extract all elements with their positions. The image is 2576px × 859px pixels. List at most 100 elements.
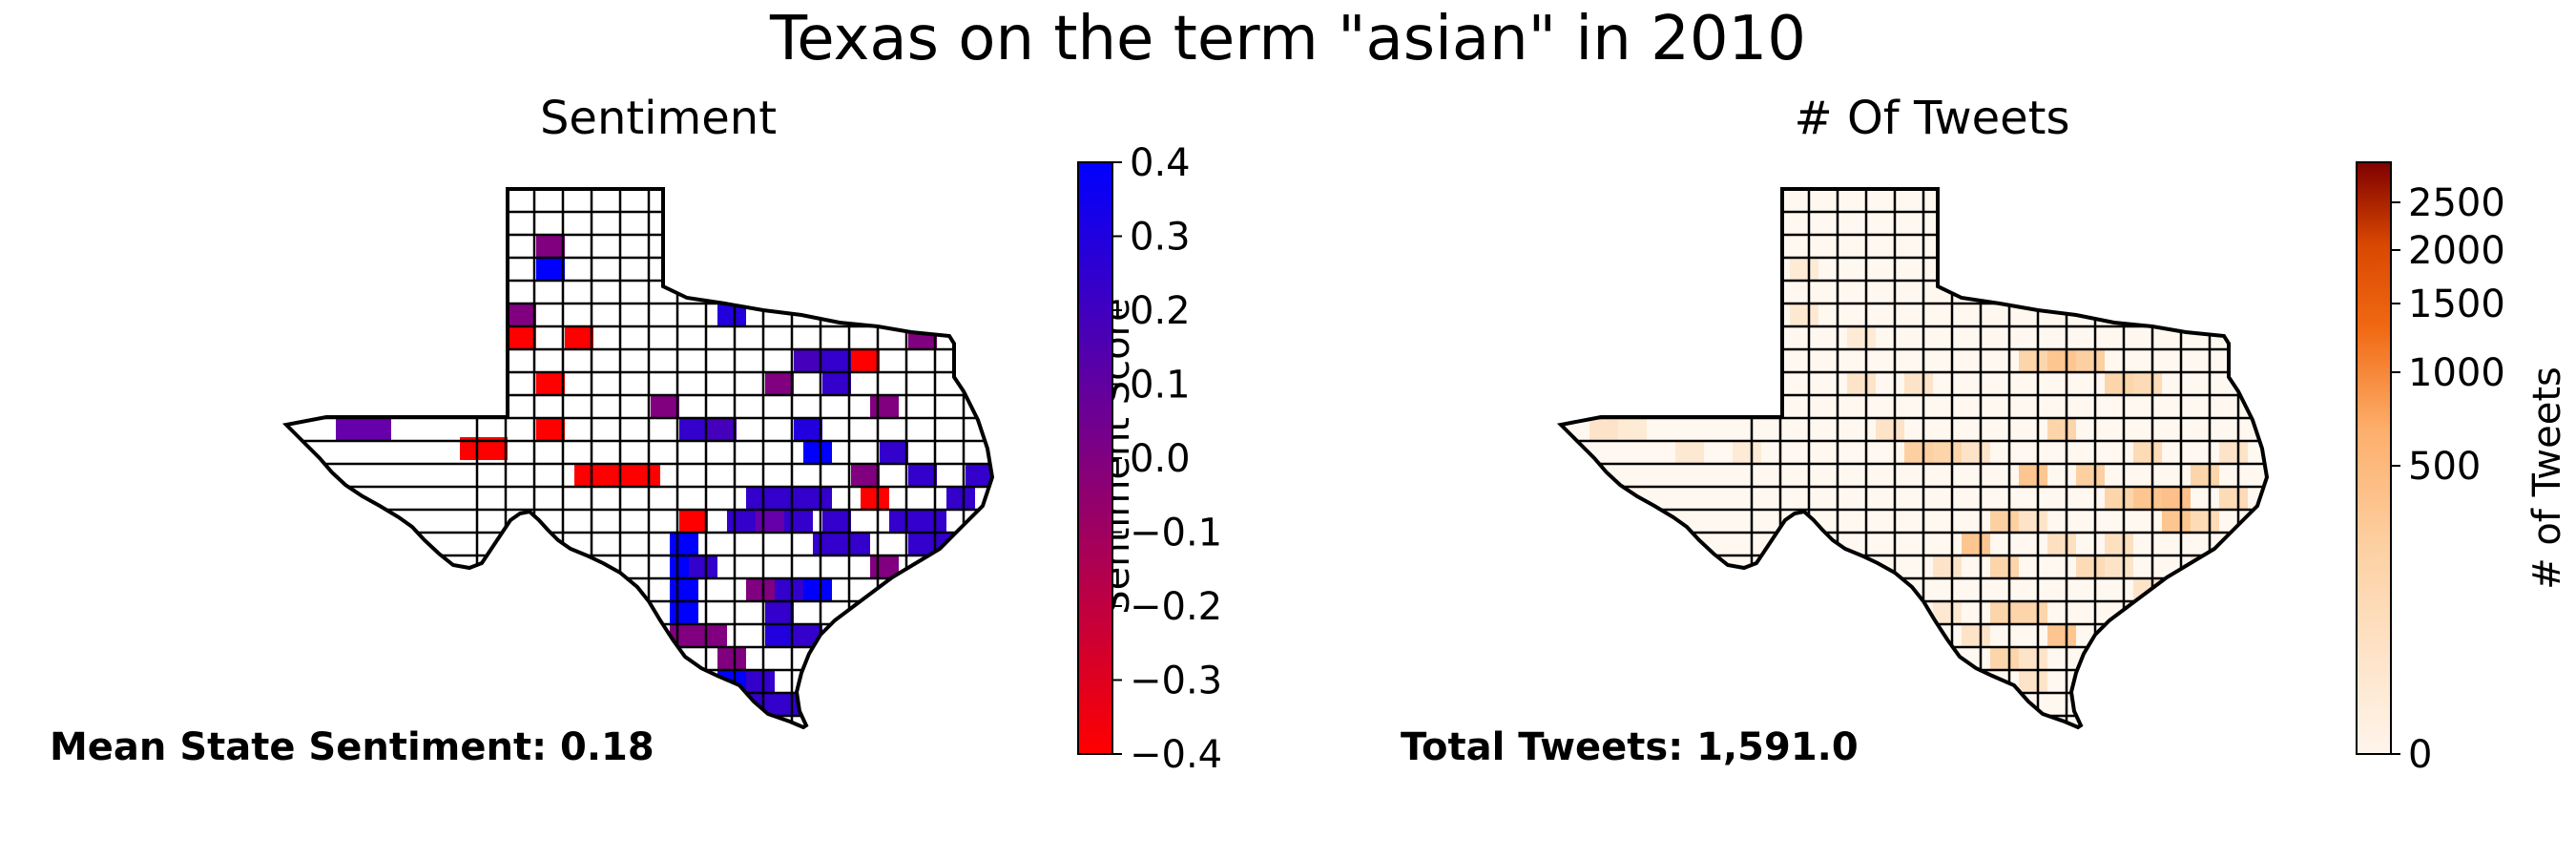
figure-title: Texas on the term "asian" in 2010: [770, 4, 1806, 74]
tweets-county-fill: [1847, 326, 1876, 349]
tweets-county-fill: [1589, 418, 1618, 441]
sentiment-county-fill: [363, 418, 391, 441]
tweets-county-fill: [2133, 441, 2162, 464]
sentiment-county-fill: [822, 372, 851, 395]
tweets-county-fill: [2019, 349, 2047, 372]
tweets-county-fill: [2105, 372, 2133, 395]
mean-sentiment-label: Mean State Sentiment: 0.18: [50, 725, 654, 769]
tweets-colorbar-tick-label: 500: [2408, 445, 2481, 489]
sentiment-county-fill: [670, 578, 698, 601]
sentiment-colorbar: 0.4 0.3 0.2 0.1 0.0 −0.1 −0.2 −0.3 −0.4: [1077, 141, 1222, 777]
tweets-county-fill: [1990, 601, 2019, 624]
tweets-colorbar-tick-label: 2500: [2408, 181, 2505, 225]
texas-outline-right: [1556, 187, 2270, 730]
tweets-county-fill: [1962, 533, 1990, 555]
sentiment-county-fill: [698, 624, 727, 647]
sentiment-county-fill: [908, 326, 937, 349]
sentiment-county-fill: [765, 601, 794, 624]
sentiment-colorbar-tick-label: −0.3: [1130, 660, 1222, 703]
sentiment-county-fill: [775, 487, 803, 510]
tweets-county-fill: [2019, 670, 2047, 693]
sentiment-map: [281, 187, 995, 730]
total-tweets-label: Total Tweets: 1,591.0: [1401, 725, 1859, 769]
sentiment-county-fill: [336, 418, 364, 441]
tweets-county-fill: [2191, 510, 2219, 533]
tweets-county-fill: [2105, 533, 2133, 555]
tweets-county-fill: [1962, 624, 1990, 647]
tweets-county-fill: [1933, 555, 1962, 578]
sentiment-colorbar-tick-label: 0.0: [1130, 437, 1191, 481]
tweets-county-fill: [2047, 533, 2076, 555]
tweets-county-fill: [2019, 647, 2047, 670]
sentiment-county-fill: [689, 555, 717, 578]
sentiment-county-fill: [822, 510, 851, 533]
sentiment-county-fill: [851, 464, 880, 487]
sentiment-colorbar-tick-label: 0.4: [1130, 141, 1191, 185]
tweets-colorbar-tick-label: 1500: [2408, 283, 2505, 326]
sentiment-county-fill: [966, 464, 992, 487]
sentiment-county-fill: [756, 510, 784, 533]
tweets-county-fill: [2076, 464, 2105, 487]
sentiment-county-fill: [632, 464, 660, 487]
texas-outline-left: [281, 187, 995, 730]
tweets-county-fill: [1847, 372, 1876, 395]
sentiment-county-fill: [574, 464, 603, 487]
tweets-county-fill: [1904, 372, 1933, 395]
tweets-county-fill: [1790, 304, 1818, 326]
tweets-colorbar-bar: [2356, 161, 2392, 755]
sentiment-county-fill: [536, 418, 565, 441]
sentiment-colorbar-tick-label: 0.1: [1130, 364, 1191, 408]
sentiment-county-fill: [746, 578, 775, 601]
sentiment-county-fill: [708, 418, 737, 441]
sentiment-colorbar-tick-label: −0.4: [1130, 733, 1222, 777]
sentiment-county-fill: [651, 395, 679, 418]
sentiment-panel-title: Sentiment: [539, 92, 778, 145]
sentiment-county-fill: [889, 510, 918, 533]
tweets-county-fill: [2019, 601, 2047, 624]
tweets-colorbar-tick-label: 0: [2408, 733, 2432, 777]
tweets-county-fill: [2076, 349, 2105, 372]
tweets-county-fill: [2105, 487, 2133, 510]
sentiment-county-fill: [880, 441, 908, 464]
sentiment-county-fill: [603, 464, 632, 487]
sentiment-county-fill: [918, 510, 946, 533]
tweets-county-fills: [1561, 189, 2267, 727]
tweets-county-fill: [2019, 510, 2047, 533]
sentiment-county-fill: [508, 304, 536, 326]
sentiment-county-fill: [870, 395, 899, 418]
tweets-county-fill: [2047, 349, 2076, 372]
sentiment-county-fill: [670, 533, 698, 555]
tweets-county-fill: [1618, 418, 1647, 441]
tweets-map: [1556, 187, 2270, 730]
sentiment-county-fill: [813, 533, 841, 555]
tweets-county-fill: [2133, 372, 2162, 395]
sentiment-county-fill: [794, 418, 822, 441]
tweets-county-fill: [2162, 510, 2191, 533]
tweets-county-fill: [2076, 555, 2105, 578]
tweets-county-fill: [2105, 555, 2133, 578]
tweets-colorbar-tick-label: 2000: [2408, 229, 2505, 273]
sentiment-county-fill: [508, 326, 536, 349]
sentiment-county-fill: [765, 372, 794, 395]
tweets-colorbar-tick-label: 1000: [2408, 351, 2505, 395]
tweets-county-fill: [1733, 441, 1761, 464]
sentiment-county-fill: [946, 487, 975, 510]
sentiment-county-fill: [536, 258, 565, 281]
sentiment-county-fill: [803, 487, 832, 510]
tweets-county-fill: [1990, 647, 2019, 670]
sentiment-colorbar-tick-label: 0.3: [1130, 216, 1191, 260]
sentiment-colorbar-tick-label: −0.2: [1130, 585, 1222, 629]
sentiment-colorbar-tick-label: 0.2: [1130, 289, 1191, 333]
sentiment-county-fill: [679, 418, 708, 441]
tweets-county-fill: [2191, 464, 2219, 487]
tweets-county-fill: [1990, 693, 2019, 716]
tweets-county-fill: [2019, 464, 2047, 487]
sentiment-county-fill: [794, 349, 822, 372]
sentiment-county-fill: [803, 441, 832, 464]
tweets-county-fill: [1675, 441, 1704, 464]
tweets-county-fill: [2047, 418, 2076, 441]
